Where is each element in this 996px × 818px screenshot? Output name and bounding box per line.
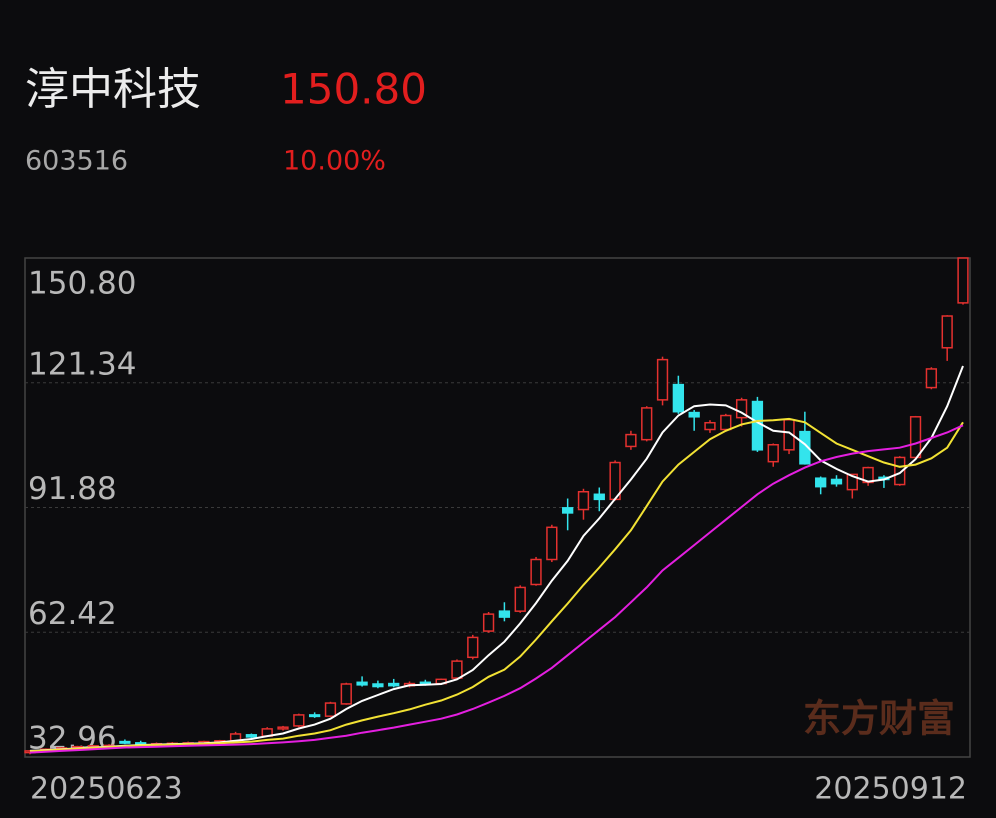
candle-body <box>467 636 479 659</box>
watermark: 东方财富 <box>803 696 955 741</box>
candle-body <box>562 507 574 514</box>
candle-body <box>957 257 969 304</box>
candle-body <box>625 433 637 448</box>
candle-body <box>909 416 922 459</box>
candle-body <box>119 740 131 744</box>
candle-body <box>815 477 827 488</box>
moving-average-line <box>29 365 964 752</box>
moving-average-line <box>29 417 964 753</box>
candle-body <box>799 430 811 465</box>
candle-body <box>482 613 495 632</box>
candle-body <box>767 443 779 463</box>
candle-body <box>672 383 685 413</box>
candle-body <box>498 610 511 618</box>
candle-body <box>293 714 305 727</box>
candle-body <box>356 681 368 686</box>
candle-body <box>735 399 748 419</box>
x-tick-label: 20250912 <box>814 772 967 807</box>
y-tick-label: 150.80 <box>28 266 136 302</box>
x-tick-label: 20250623 <box>30 772 183 807</box>
candle-body <box>340 683 352 705</box>
candle-body <box>372 683 384 688</box>
candle-body <box>656 358 669 401</box>
candle-body <box>751 400 764 451</box>
candle-body <box>530 558 542 586</box>
y-tick-label: 121.34 <box>28 346 136 382</box>
candle-body <box>324 702 337 717</box>
candle-body <box>894 456 906 486</box>
candle-body <box>720 414 732 431</box>
y-tick-label: 91.88 <box>28 471 117 507</box>
candle-body <box>388 682 400 687</box>
candle-body <box>830 478 843 485</box>
stock-name: 淳中科技 <box>25 64 201 115</box>
stock-price: 150.80 <box>280 65 427 114</box>
candle-body <box>308 714 321 718</box>
candle-body <box>925 368 938 389</box>
candle-body <box>846 473 858 491</box>
moving-average-line <box>29 424 964 754</box>
candle-body <box>577 490 590 511</box>
candle-body <box>245 734 258 738</box>
y-tick-label: 62.42 <box>28 596 117 632</box>
price-change: 10.00% <box>283 146 386 177</box>
candle-body <box>546 526 558 561</box>
candle-body <box>704 421 716 431</box>
candle-body <box>688 411 700 418</box>
candle-body <box>277 726 289 730</box>
candle-body <box>451 660 463 679</box>
plot-frame <box>24 257 971 758</box>
candle-body <box>641 407 653 441</box>
candle-body <box>593 493 605 501</box>
candle-body <box>941 315 953 349</box>
candle-body <box>514 586 526 612</box>
stock-code: 603516 <box>25 146 128 177</box>
